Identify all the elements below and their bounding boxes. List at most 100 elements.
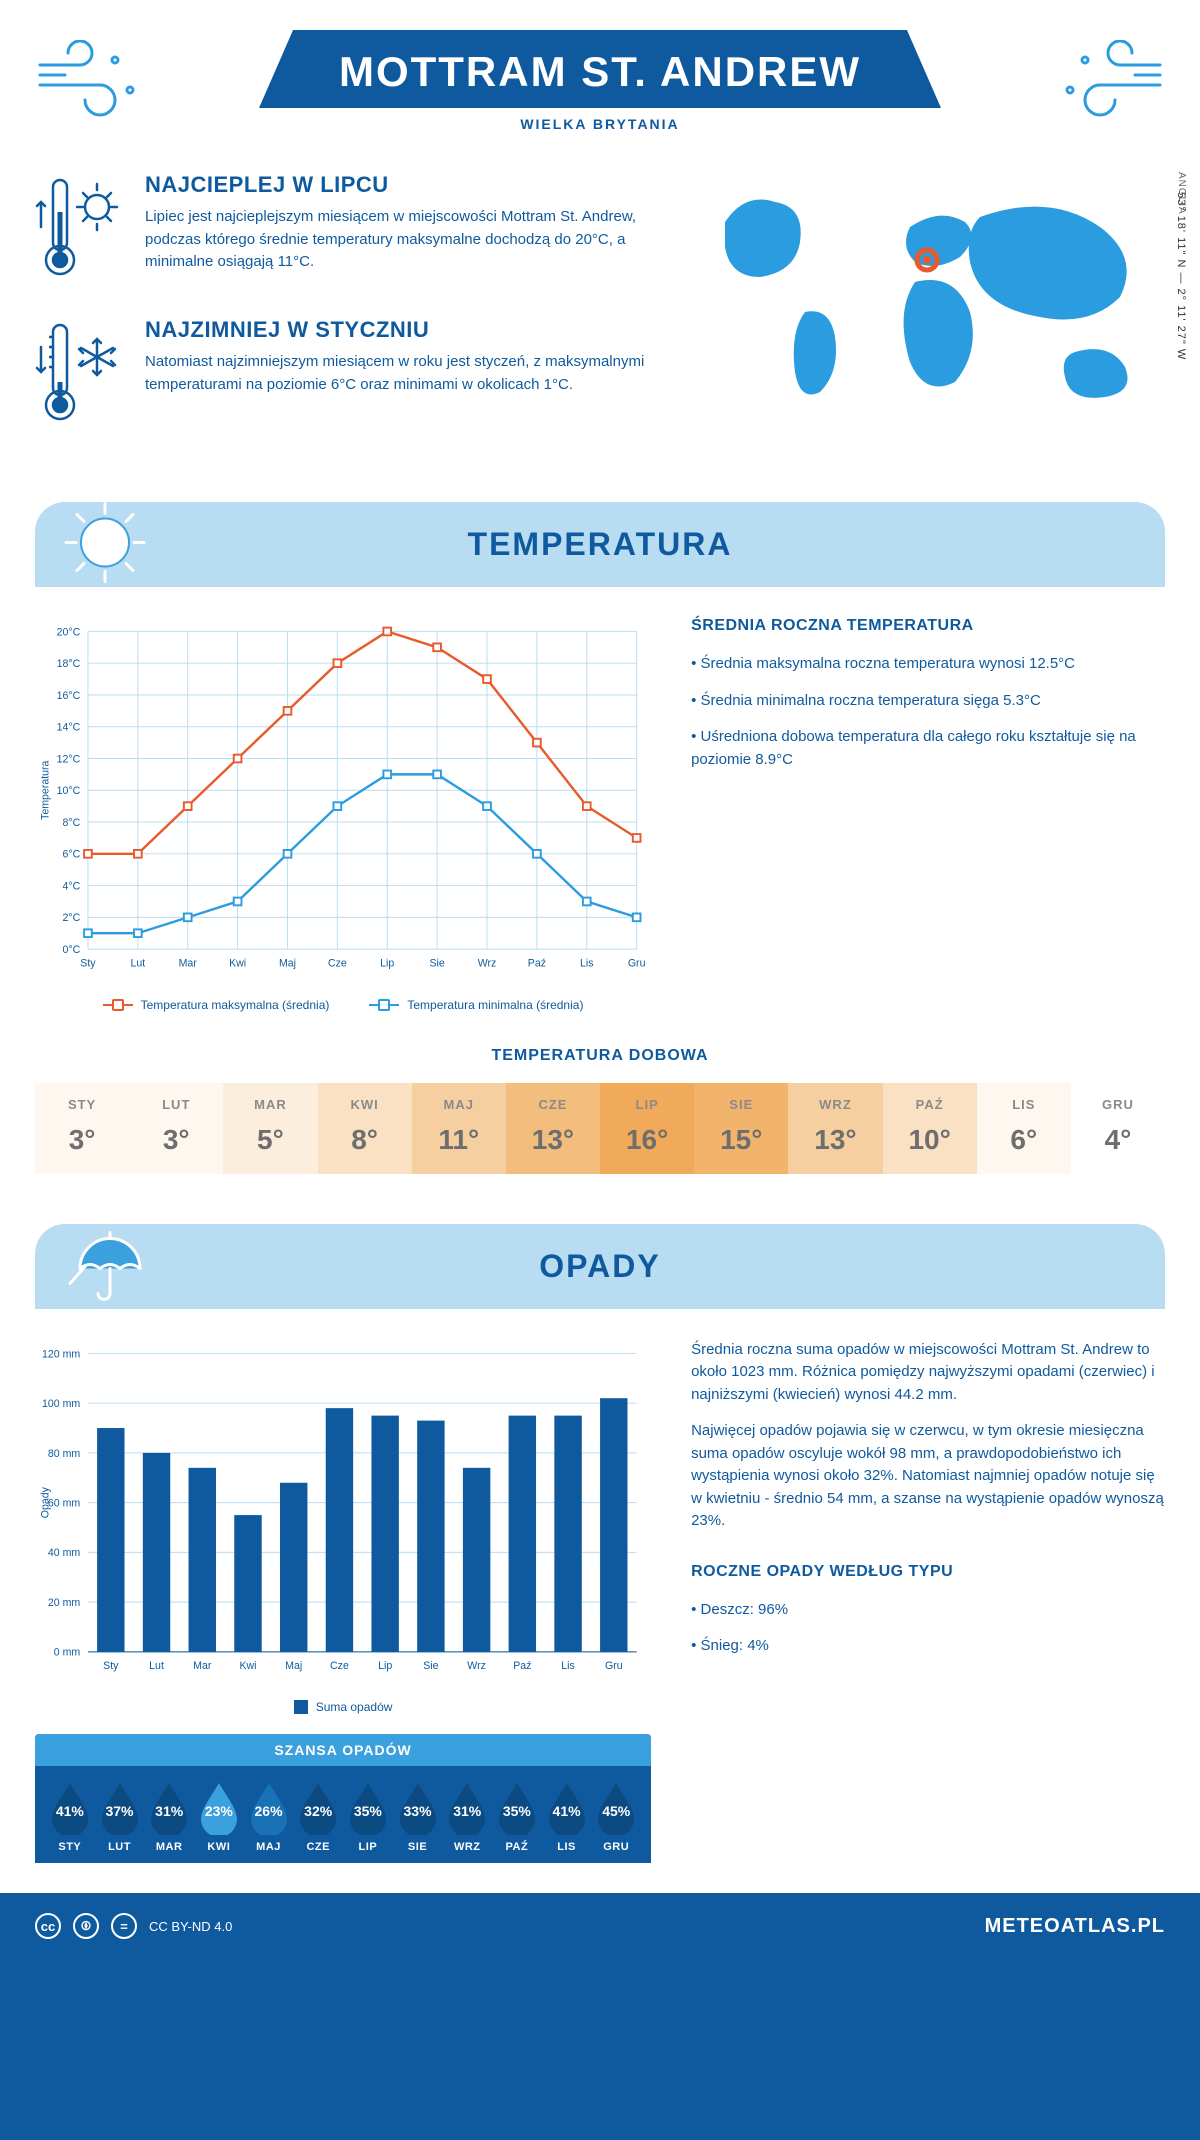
svg-text:Maj: Maj	[285, 1660, 302, 1672]
legend-precip: Suma opadów	[294, 1700, 393, 1714]
legend-max: Temperatura maksymalna (średnia)	[103, 998, 330, 1012]
daily-cell: PAŹ10°	[883, 1083, 977, 1174]
raindrop-icon: 31%	[147, 1781, 191, 1835]
chance-cell: 45% GRU	[591, 1781, 641, 1853]
daily-cell: LIS6°	[977, 1083, 1071, 1174]
chance-cell: 37% LUT	[95, 1781, 145, 1853]
precip-bar-chart: 0 mm20 mm40 mm60 mm80 mm100 mm120 mmOpad…	[35, 1339, 651, 1715]
svg-text:40 mm: 40 mm	[48, 1547, 81, 1559]
precip-rain: • Deszcz: 96%	[691, 1599, 1165, 1622]
raindrop-icon: 32%	[296, 1781, 340, 1835]
svg-text:Kwi: Kwi	[239, 1660, 256, 1672]
svg-text:0°C: 0°C	[62, 944, 80, 956]
svg-text:Paź: Paź	[528, 957, 546, 969]
annual-temp-p2: • Średnia minimalna roczna temperatura s…	[691, 690, 1165, 713]
coldest-text: Natomiast najzimniejszym miesiącem w rok…	[145, 351, 655, 396]
raindrop-icon: 35%	[346, 1781, 390, 1835]
svg-text:Kwi: Kwi	[229, 957, 246, 969]
svg-text:Sty: Sty	[103, 1660, 119, 1672]
svg-text:16°C: 16°C	[57, 690, 81, 702]
svg-text:Mar: Mar	[193, 1660, 212, 1672]
svg-text:Lut: Lut	[130, 957, 145, 969]
world-map: ANGLIA 53° 18' 11" N — 2° 11' 27" W	[695, 172, 1165, 462]
svg-text:10°C: 10°C	[57, 785, 81, 797]
daily-cell: CZE13°	[506, 1083, 600, 1174]
wind-icon	[35, 40, 145, 125]
svg-text:20°C: 20°C	[57, 626, 81, 638]
daily-cell: MAR5°	[223, 1083, 317, 1174]
svg-text:6°C: 6°C	[62, 849, 80, 861]
chance-cell: 35% PAŹ	[492, 1781, 542, 1853]
chance-cell: 23% KWI	[194, 1781, 244, 1853]
svg-text:Mar: Mar	[179, 957, 198, 969]
svg-text:Gru: Gru	[605, 1660, 623, 1672]
svg-text:Cze: Cze	[330, 1660, 349, 1672]
precip-type-heading: ROCZNE OPADY WEDŁUG TYPU	[691, 1563, 1165, 1581]
annual-temp-p1: • Średnia maksymalna roczna temperatura …	[691, 653, 1165, 676]
precip-p2: Najwięcej opadów pojawia się w czerwcu, …	[691, 1420, 1165, 1533]
svg-text:20 mm: 20 mm	[48, 1597, 81, 1609]
svg-text:Cze: Cze	[328, 957, 347, 969]
header: MOTTRAM ST. ANDREW WIELKA BRYTANIA	[35, 30, 1165, 132]
page-title: MOTTRAM ST. ANDREW	[339, 48, 861, 96]
cc-icon: cc	[35, 1913, 61, 1939]
footer: cc 🅯 = CC BY-ND 4.0 METEOATLAS.PL	[0, 1893, 1200, 1959]
raindrop-icon: 41%	[545, 1781, 589, 1835]
chance-cell: 31% WRZ	[442, 1781, 492, 1853]
svg-text:Temperatura: Temperatura	[39, 760, 51, 819]
daily-cell: MAJ11°	[412, 1083, 506, 1174]
svg-text:Gru: Gru	[628, 957, 646, 969]
precip-title: OPADY	[35, 1248, 1165, 1285]
daily-temp-strip: STY3°LUT3°MAR5°KWI8°MAJ11°CZE13°LIP16°SI…	[35, 1083, 1165, 1174]
coords-label: 53° 18' 11" N — 2° 11' 27" W	[1175, 192, 1187, 360]
daily-cell: LIP16°	[600, 1083, 694, 1174]
svg-text:Wrz: Wrz	[467, 1660, 486, 1672]
temperature-line-chart: 0°C2°C4°C6°C8°C10°C12°C14°C16°C18°C20°CS…	[35, 617, 651, 1012]
svg-text:Sty: Sty	[80, 957, 96, 969]
svg-text:Sie: Sie	[423, 1660, 438, 1672]
svg-text:14°C: 14°C	[57, 722, 81, 734]
legend-min: Temperatura minimalna (średnia)	[369, 998, 583, 1012]
raindrop-icon: 35%	[495, 1781, 539, 1835]
chance-cell: 33% SIE	[393, 1781, 443, 1853]
wind-icon	[1055, 40, 1165, 125]
umbrella-icon	[60, 1224, 150, 1309]
chance-cell: 41% STY	[45, 1781, 95, 1853]
svg-text:0 mm: 0 mm	[54, 1647, 81, 1659]
svg-text:Lut: Lut	[149, 1660, 164, 1672]
svg-text:80 mm: 80 mm	[48, 1448, 81, 1460]
daily-cell: LUT3°	[129, 1083, 223, 1174]
daily-cell: KWI8°	[318, 1083, 412, 1174]
chance-cell: 31% MAR	[144, 1781, 194, 1853]
by-icon: 🅯	[73, 1913, 99, 1939]
svg-text:Lip: Lip	[380, 957, 394, 969]
svg-text:2°C: 2°C	[62, 912, 80, 924]
svg-text:60 mm: 60 mm	[48, 1497, 81, 1509]
precip-snow: • Śnieg: 4%	[691, 1635, 1165, 1658]
daily-cell: GRU4°	[1071, 1083, 1165, 1174]
warmest-title: NAJCIEPLEJ W LIPCU	[145, 172, 655, 198]
precip-p1: Średnia roczna suma opadów w miejscowośc…	[691, 1339, 1165, 1407]
warmest-fact: NAJCIEPLEJ W LIPCU Lipiec jest najcieple…	[35, 172, 655, 287]
temperature-banner: TEMPERATURA	[35, 502, 1165, 587]
svg-text:8°C: 8°C	[62, 817, 80, 829]
svg-text:120 mm: 120 mm	[42, 1348, 80, 1360]
precip-banner: OPADY	[35, 1224, 1165, 1309]
warmest-text: Lipiec jest najcieplejszym miesiącem w m…	[145, 206, 655, 274]
raindrop-icon: 37%	[98, 1781, 142, 1835]
annual-temp-p3: • Uśredniona dobowa temperatura dla całe…	[691, 726, 1165, 771]
raindrop-icon: 41%	[48, 1781, 92, 1835]
daily-cell: WRZ13°	[788, 1083, 882, 1174]
country-label: WIELKA BRYTANIA	[35, 116, 1165, 132]
annual-temp-heading: ŚREDNIA ROCZNA TEMPERATURA	[691, 617, 1165, 635]
site-label: METEOATLAS.PL	[985, 1915, 1165, 1938]
chance-cell: 26% MAJ	[244, 1781, 294, 1853]
raindrop-icon: 45%	[594, 1781, 638, 1835]
thermometer-snow-icon	[35, 317, 125, 432]
chance-cell: 41% LIS	[542, 1781, 592, 1853]
nd-icon: =	[111, 1913, 137, 1939]
coldest-title: NAJZIMNIEJ W STYCZNIU	[145, 317, 655, 343]
license-label: CC BY-ND 4.0	[149, 1919, 232, 1934]
coldest-fact: NAJZIMNIEJ W STYCZNIU Natomiast najzimni…	[35, 317, 655, 432]
svg-text:Paź: Paź	[513, 1660, 531, 1672]
